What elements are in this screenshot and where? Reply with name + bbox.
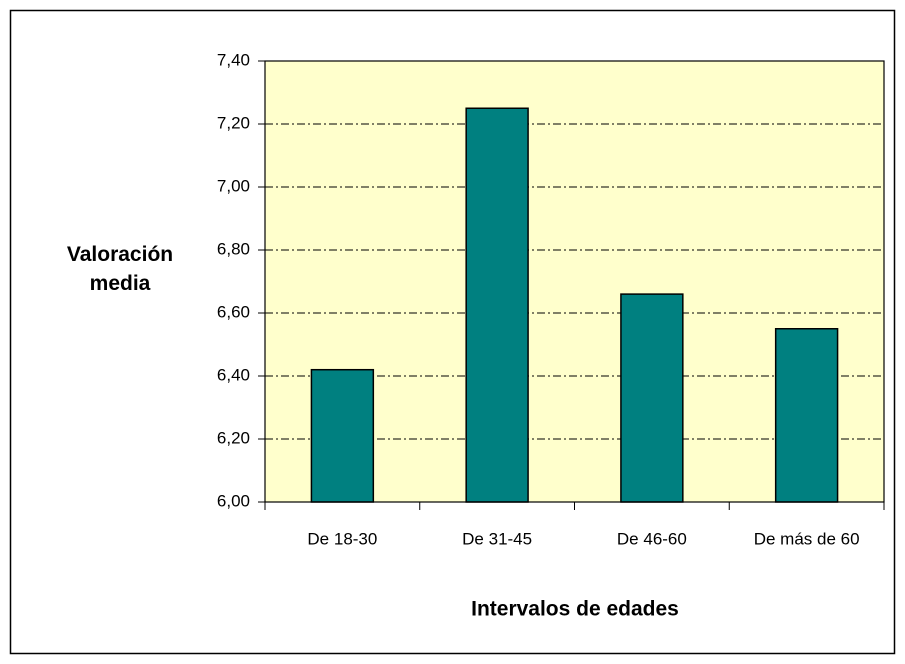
- plot-border: [264, 60, 885, 503]
- x-tick-label: De más de 60: [754, 529, 860, 548]
- x-tick-label: De 31-45: [462, 529, 532, 548]
- y-tick-label: 6,40: [217, 365, 250, 384]
- bar: [774, 328, 839, 503]
- bar: [620, 293, 684, 503]
- x-tick-label: De 18-30: [307, 529, 377, 548]
- y-tick-label: 7,40: [217, 50, 250, 69]
- y-tick-label: 6,00: [217, 491, 250, 510]
- y-tick-label: 7,00: [217, 176, 250, 195]
- bar: [465, 107, 529, 503]
- y-tick-label: 7,20: [217, 113, 250, 132]
- y-tick-label: 6,60: [217, 302, 250, 321]
- y-tick-label: 6,20: [217, 428, 250, 447]
- y-axis-label: Valoración media: [66, 243, 174, 295]
- y-tick-label: 6,80: [217, 239, 250, 258]
- bar: [310, 368, 375, 503]
- x-axis-label: Intervalos de edades: [471, 598, 679, 621]
- x-tick-label: De 46-60: [617, 529, 687, 548]
